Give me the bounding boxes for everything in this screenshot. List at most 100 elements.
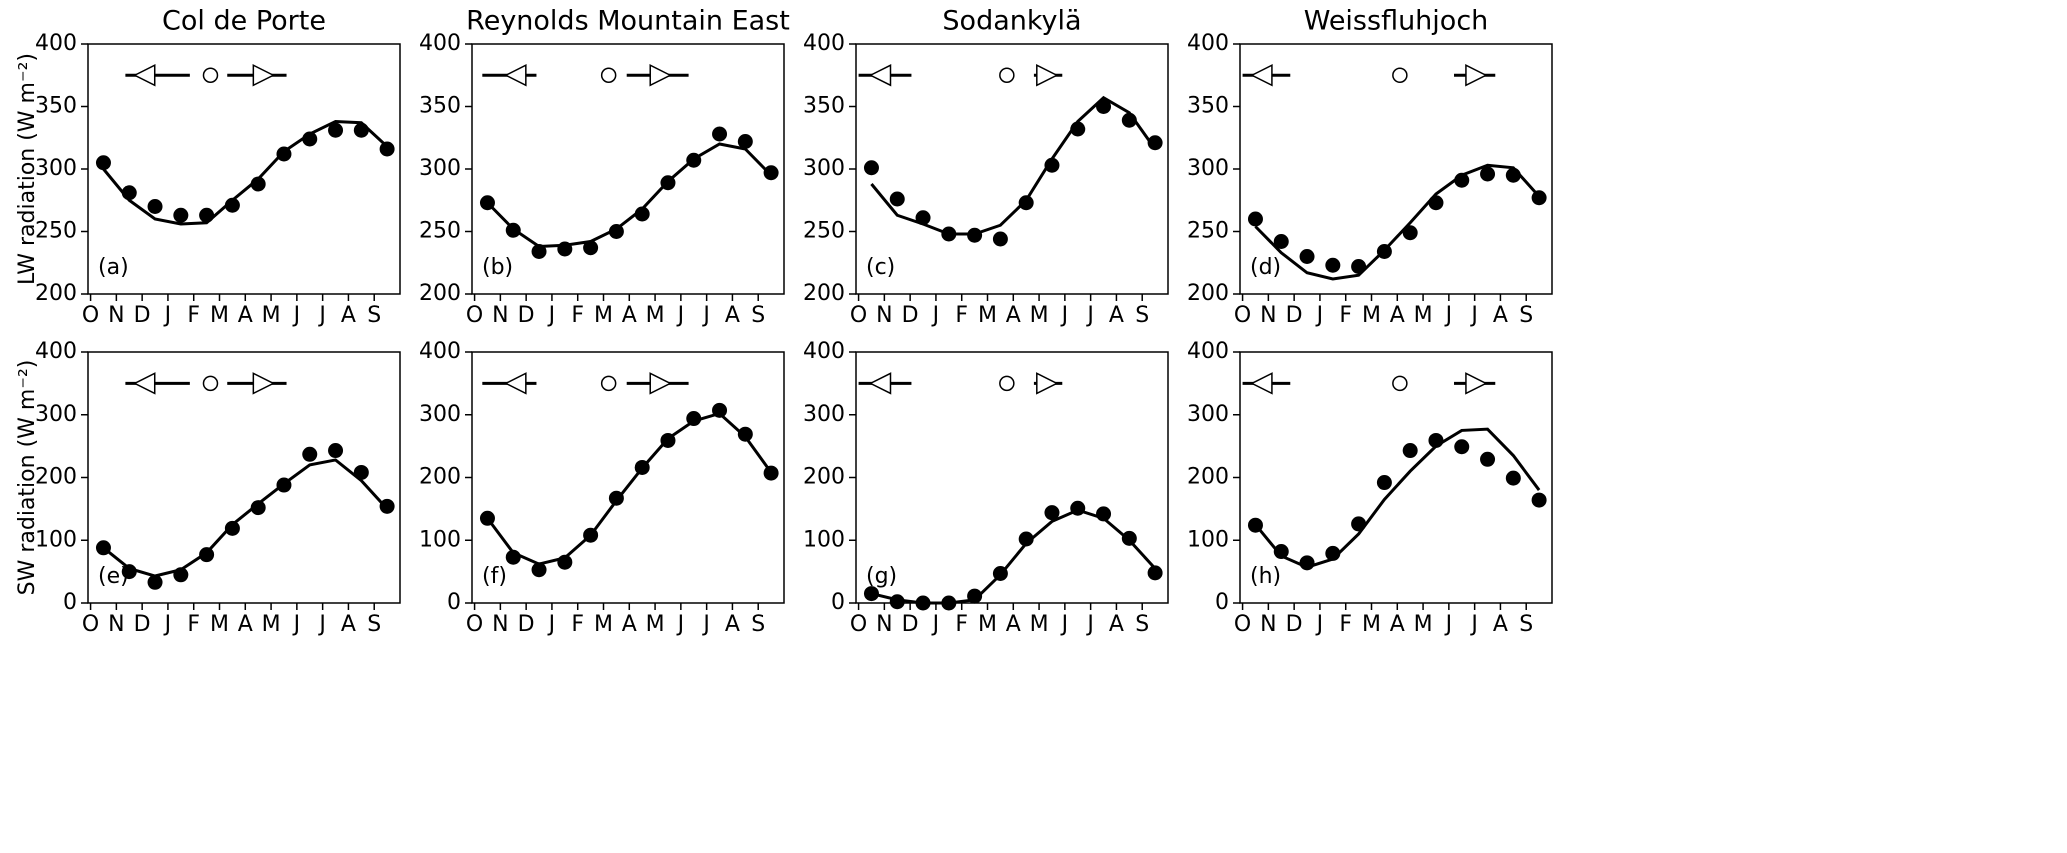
y-tick-label: 250	[35, 219, 77, 244]
observed-point	[763, 465, 779, 481]
x-tick-label: M	[1414, 612, 1433, 637]
model-line	[486, 142, 773, 249]
x-tick-label: M	[978, 303, 997, 328]
y-tick-label: 200	[419, 465, 461, 490]
observed-point	[95, 155, 111, 171]
x-tick-label: N	[1260, 612, 1276, 637]
y-tick-label: 350	[419, 94, 461, 119]
observed-point	[199, 207, 215, 223]
x-tick-label: J	[1060, 612, 1069, 637]
y-tick-label: 300	[803, 156, 845, 181]
season-peak	[1392, 67, 1408, 83]
season-peak	[202, 67, 219, 83]
y-tick-label: 200	[1187, 281, 1229, 306]
observed-point	[302, 446, 318, 462]
x-tick-label: M	[646, 612, 665, 637]
x-tick-label: S	[751, 612, 765, 637]
season-peak	[999, 67, 1015, 83]
y-tick-label: 0	[63, 590, 77, 615]
y-axis-label: LW radiation (W m⁻²)	[15, 53, 40, 285]
y-tick-label: 200	[1187, 465, 1229, 490]
x-tick-label: O	[466, 612, 483, 637]
season-peak	[600, 67, 617, 83]
x-tick-label: J	[1085, 303, 1094, 328]
y-tick-label: 100	[35, 527, 77, 552]
observed-point	[531, 562, 547, 578]
y-tick-label: 300	[803, 402, 845, 427]
observed-point	[992, 231, 1008, 247]
x-tick-label: J	[163, 612, 172, 637]
observed-point	[147, 199, 163, 214]
observed-point	[1147, 565, 1163, 581]
y-tick-label: 300	[419, 156, 461, 181]
x-tick-label: M	[210, 612, 229, 637]
y-tick-label: 350	[803, 94, 845, 119]
x-tick-label: J	[292, 612, 301, 637]
x-tick-label: D	[1286, 612, 1303, 637]
observed-point	[353, 122, 369, 138]
y-tick-label: 400	[1187, 31, 1229, 56]
season-arrow	[649, 372, 672, 395]
plot-frame	[87, 43, 401, 295]
x-tick-label: A	[1109, 612, 1124, 637]
season-arrow	[1036, 64, 1059, 87]
x-tick-label: M	[594, 612, 613, 637]
x-tick-label: M	[646, 303, 665, 328]
observed-point	[1018, 195, 1034, 211]
observed-point	[863, 160, 879, 176]
x-tick-label: O	[1234, 612, 1251, 637]
x-tick-label: A	[622, 612, 637, 637]
x-tick-label: J	[931, 303, 940, 328]
x-tick-label: A	[725, 303, 740, 328]
x-tick-label: A	[341, 303, 356, 328]
x-tick-label: N	[108, 612, 124, 637]
y-tick-label: 300	[1187, 156, 1229, 181]
observed-point	[1018, 531, 1034, 547]
x-tick-label: F	[187, 303, 200, 328]
observed-point	[889, 191, 905, 207]
season-peak	[999, 375, 1015, 392]
y-tick-label: 350	[1187, 94, 1229, 119]
x-tick-label: O	[466, 303, 483, 328]
x-tick-label: F	[955, 612, 968, 637]
x-tick-label: F	[571, 612, 584, 637]
x-tick-label: M	[1414, 303, 1433, 328]
x-tick-label: A	[1493, 612, 1508, 637]
panel-title: Sodankylä	[942, 6, 1081, 37]
x-tick-label: J	[701, 303, 710, 328]
x-tick-label: D	[902, 303, 919, 328]
season-arrow	[1250, 64, 1273, 87]
y-tick-label: 400	[35, 31, 77, 56]
plot-frame	[471, 43, 785, 295]
x-tick-label: M	[1030, 612, 1049, 637]
y-tick-label: 300	[419, 402, 461, 427]
x-tick-label: S	[367, 612, 381, 637]
observed-point	[1044, 157, 1060, 173]
x-tick-label: A	[1493, 303, 1508, 328]
model-line	[486, 411, 773, 566]
season-arrow	[649, 64, 672, 87]
season-peak	[1392, 375, 1408, 392]
observed-point	[583, 240, 599, 256]
panel-label: (b)	[482, 255, 513, 280]
x-tick-label: A	[1006, 303, 1021, 328]
x-tick-label: A	[1006, 612, 1021, 637]
x-tick-label: D	[518, 303, 535, 328]
observed-point	[1428, 195, 1444, 211]
x-tick-label: F	[187, 612, 200, 637]
observed-point	[1505, 470, 1521, 486]
x-tick-label: F	[571, 303, 584, 328]
observed-point	[1273, 234, 1289, 249]
x-tick-label: J	[317, 612, 326, 637]
x-tick-label: F	[955, 303, 968, 328]
y-tick-label: 400	[35, 339, 77, 364]
observed-point	[147, 574, 163, 590]
x-tick-label: S	[367, 303, 381, 328]
x-tick-label: O	[1234, 303, 1251, 328]
y-axis-label: SW radiation (W m⁻²)	[15, 360, 40, 596]
observed-point	[199, 547, 215, 563]
observed-point	[224, 197, 240, 213]
x-tick-label: N	[492, 612, 508, 637]
x-tick-label: J	[547, 612, 556, 637]
